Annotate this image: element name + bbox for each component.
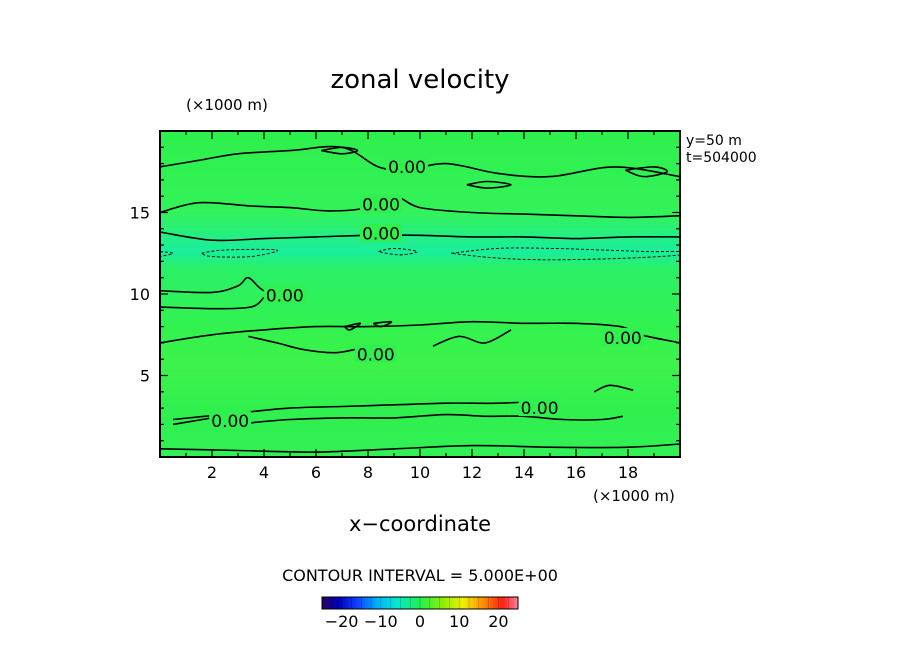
x-scale-label: (×1000 m) — [593, 487, 675, 505]
contour-layer — [160, 145, 680, 453]
contour-line-solid — [321, 146, 359, 155]
y-scale-label: (×1000 m) — [186, 96, 268, 114]
contour-line-solid — [432, 329, 512, 347]
contour-label-layer: 0.00 0.00 0.00 0.00 0.00 0.00 0.00 0.00 — [209, 156, 644, 432]
contour-label-backdrop — [601, 328, 644, 347]
contour-label: 0.00 — [209, 411, 252, 432]
colorbar-tick-label: 20 — [488, 612, 508, 631]
contour-label: 0.00 — [360, 223, 402, 245]
colorbar — [321, 596, 519, 610]
annotation-depth: y=50 m — [686, 133, 742, 149]
contour-line-solid — [248, 335, 356, 354]
contour-label-text: 0.00 — [362, 195, 400, 215]
contour-label: 0.00 — [263, 285, 306, 307]
contour-line-dashed — [451, 247, 680, 261]
contour-line-solid — [344, 322, 362, 331]
y-tick-label: 5 — [140, 367, 150, 386]
contour-line-solid — [160, 443, 680, 453]
axis-ticks — [160, 131, 680, 457]
contour-line-solid — [372, 320, 393, 328]
contour-label: 0.00 — [518, 398, 561, 419]
contour-label: 0.00 — [360, 194, 402, 215]
contour-label: 0.00 — [386, 156, 428, 178]
colorbar-divisions — [331, 597, 509, 609]
contour-label-text: 0.00 — [388, 158, 426, 178]
contour-label-text: 0.00 — [211, 412, 249, 432]
contour-line-solid — [172, 417, 213, 426]
contour-label-backdrop — [518, 398, 561, 417]
contour-line-solid — [160, 320, 680, 344]
colorbar-labels: −20 −10 0 10 20 — [325, 612, 509, 631]
chart-title: zonal velocity — [330, 65, 509, 95]
colorbar-tick-label: 10 — [449, 612, 469, 631]
contour-label-text: 0.00 — [362, 225, 400, 245]
x-tick-label: 10 — [410, 463, 430, 482]
contour-label-text: 0.00 — [604, 329, 642, 349]
x-tick-label: 4 — [259, 463, 269, 482]
colorbar-tick-label: −20 — [325, 612, 359, 631]
contour-line-dashed — [160, 251, 174, 257]
contour-label: 0.00 — [601, 328, 644, 349]
x-tick-label: 14 — [514, 463, 534, 482]
contour-line-solid — [625, 166, 669, 178]
contour-line-solid — [593, 384, 634, 393]
x-axis-title: x−coordinate — [349, 512, 491, 536]
contour-label-backdrop — [209, 411, 252, 430]
y-tick-label: 10 — [130, 285, 150, 304]
contour-label: 0.00 — [354, 344, 397, 365]
x-tick-label: 18 — [618, 463, 638, 482]
contour-line-dashed — [378, 247, 418, 256]
annotation-time: t=504000 — [686, 150, 757, 166]
x-tick-label: 2 — [207, 463, 217, 482]
colorbar-tick-label: 0 — [415, 612, 425, 631]
contour-line-solid — [466, 180, 512, 189]
x-tick-label: 16 — [566, 463, 586, 482]
contour-line-solid — [250, 413, 623, 424]
y-tick-label: 15 — [130, 204, 150, 223]
x-tick-label: 12 — [462, 463, 482, 482]
contour-label-text: 0.00 — [521, 399, 559, 419]
contour-line-solid — [160, 296, 265, 310]
contour-label-backdrop — [360, 223, 402, 242]
contour-label-backdrop — [360, 194, 402, 213]
contour-label-text: 0.00 — [266, 287, 304, 307]
contour-label-text: 0.00 — [357, 345, 395, 365]
contour-line-dashed — [201, 248, 279, 258]
contour-label-backdrop — [354, 344, 397, 363]
contour-label-backdrop — [263, 285, 306, 304]
axis-tick-labels: 2 4 6 8 10 12 14 16 18 5 10 15 — [130, 204, 639, 483]
contour-line-solid — [160, 231, 680, 242]
x-tick-label: 6 — [311, 463, 321, 482]
x-tick-label: 8 — [363, 463, 373, 482]
contour-label-backdrop — [386, 156, 428, 175]
colorbar-tick-label: −10 — [364, 612, 398, 631]
contour-interval-text: CONTOUR INTERVAL = 5.000E+00 — [282, 566, 558, 585]
velocity-field — [160, 131, 680, 457]
